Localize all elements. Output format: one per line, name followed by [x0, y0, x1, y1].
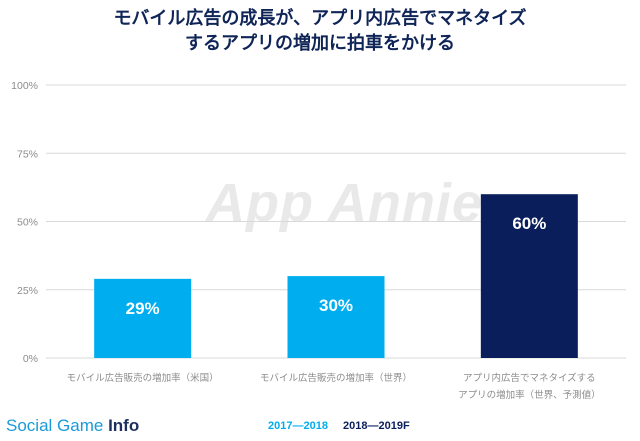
y-tick-label: 75% — [17, 148, 38, 160]
app-annie-watermark: App Annie — [206, 173, 483, 233]
chart-title-line-2: するアプリの増加に拍車をかける — [185, 33, 455, 54]
x-category-label: モバイル広告販売の増加率（米国） — [67, 372, 219, 384]
bar — [480, 194, 578, 358]
logo-text-bold: Info — [108, 416, 140, 435]
chart-title: モバイル広告の成長が、アプリ内広告でマネタイズ するアプリの増加に拍車をかける — [0, 6, 640, 56]
data-label: 29% — [126, 299, 160, 318]
data-label: 30% — [319, 296, 353, 315]
y-tick-label: 100% — [11, 80, 38, 92]
legend: 2017—2018 2018—2019F — [268, 420, 422, 432]
y-tick-label: 0% — [23, 353, 38, 365]
social-game-info-logo: Social Game Info — [6, 416, 139, 436]
x-category-label: モバイル広告販売の増加率（世界） — [260, 372, 412, 384]
x-category-label: アプリ内広告でマネタイズする — [463, 372, 596, 384]
legend-item-2018-2019f: 2018—2019F — [343, 420, 410, 432]
legend-item-2017-2018: 2017—2018 — [268, 420, 328, 432]
bar — [94, 278, 192, 358]
y-tick-label: 50% — [17, 217, 38, 229]
y-tick-label: 25% — [17, 285, 38, 297]
bar — [287, 276, 385, 358]
x-category-label: アプリの増加率（世界、予測値） — [458, 389, 601, 401]
chart-title-line-1: モバイル広告の成長が、アプリ内広告でマネタイズ — [113, 8, 527, 29]
data-label: 60% — [512, 214, 546, 233]
logo-text-regular: Social Game — [6, 416, 104, 435]
